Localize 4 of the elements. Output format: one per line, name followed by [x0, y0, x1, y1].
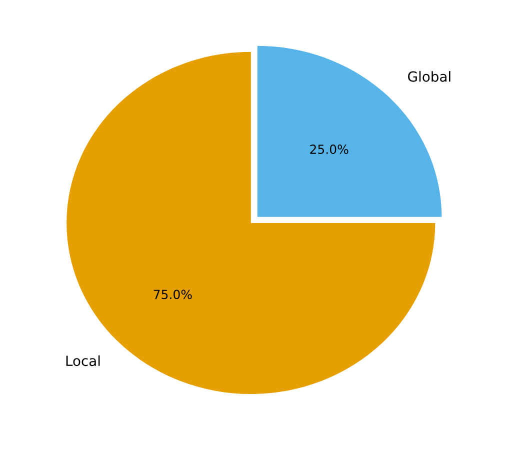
data-label: 75.0%	[154, 290, 192, 300]
slice-label: Global	[408, 71, 450, 82]
data-label: 25.0%	[310, 144, 348, 154]
slice-label: Local	[66, 355, 100, 366]
